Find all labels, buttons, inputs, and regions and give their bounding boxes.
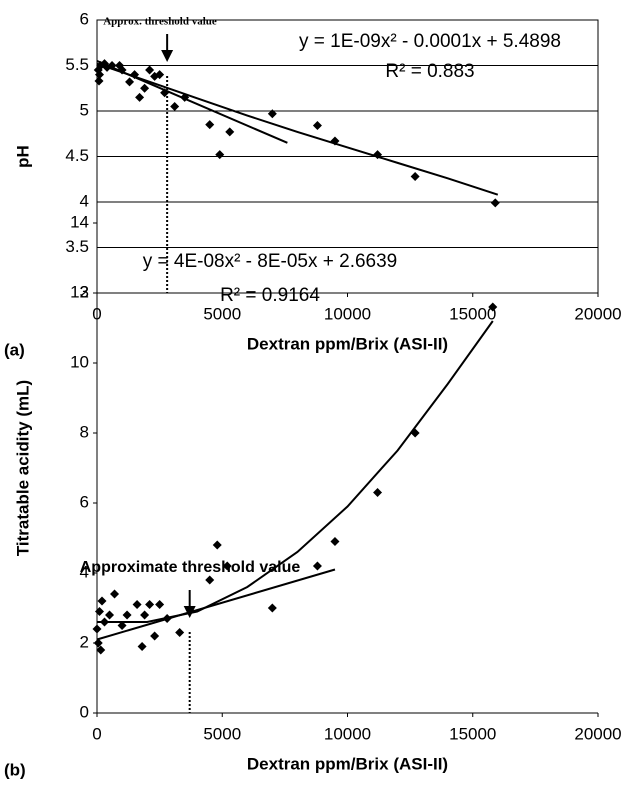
arrow-head [161, 50, 174, 62]
y-tick-label: 6 [80, 492, 89, 511]
data-point [145, 65, 155, 75]
x-tick-label: 5000 [203, 304, 241, 323]
data-point [137, 642, 147, 651]
y-tick-label: 0 [80, 702, 89, 721]
annotation: Approximate threshold value [80, 559, 301, 576]
x-tick-label: 10000 [324, 724, 371, 743]
y-tick-label: 4 [80, 191, 89, 210]
data-point [373, 488, 383, 497]
data-point [145, 600, 155, 609]
trendline [96, 60, 288, 144]
data-point [155, 600, 165, 609]
data-point [92, 624, 102, 634]
data-point [330, 136, 340, 146]
x-tick-label: 5000 [203, 724, 241, 743]
data-point [155, 70, 165, 80]
data-point [117, 621, 127, 630]
panel-label: (b) [4, 760, 26, 779]
data-point [140, 610, 150, 620]
y-tick-label: 8 [80, 422, 89, 441]
x-axis-label: Dextran ppm/Brix (ASI-II) [247, 754, 448, 773]
y-tick-label: 12 [70, 282, 89, 301]
data-point [490, 198, 500, 208]
y-tick-label: 14 [70, 212, 89, 231]
data-point [267, 109, 277, 119]
data-point [215, 150, 225, 160]
data-point [212, 540, 222, 550]
data-point [312, 121, 322, 131]
data-point [488, 302, 498, 312]
x-tick-label: 15000 [449, 304, 496, 323]
data-point [130, 70, 140, 80]
y-axis-label: pH [13, 145, 32, 168]
data-point [162, 614, 172, 623]
data-point [105, 610, 115, 620]
y-tick-label: 5 [80, 100, 89, 119]
x-tick-label: 20000 [574, 724, 621, 743]
x-tick-label: 0 [92, 724, 101, 743]
data-point [180, 92, 190, 102]
y-tick-label: 4.5 [65, 146, 89, 165]
y-tick-label: 3.5 [65, 237, 89, 256]
panel-label: (a) [4, 340, 25, 359]
plot-frame [96, 19, 599, 294]
x-tick-label: 20000 [574, 304, 621, 323]
data-point [225, 127, 235, 137]
trendline [97, 320, 494, 623]
data-point [410, 172, 420, 182]
data-point [312, 561, 322, 571]
data-point [95, 607, 105, 616]
r-squared: R² = 0.883 [385, 61, 474, 82]
data-point [94, 76, 104, 86]
data-point [267, 603, 277, 613]
data-point [95, 70, 105, 80]
x-axis-label: Dextran ppm/Brix (ASI-II) [247, 334, 448, 353]
data-point [410, 428, 420, 438]
y-tick-label: 6 [80, 9, 89, 28]
data-point [117, 65, 127, 75]
data-point [132, 600, 142, 609]
annotation: Approx. threshold value [103, 16, 217, 28]
data-point [100, 617, 110, 627]
data-point [107, 61, 117, 70]
data-point [205, 575, 215, 585]
data-point [96, 645, 106, 655]
data-point [97, 596, 107, 606]
y-tick-label: 2 [80, 632, 89, 651]
data-point [373, 150, 383, 160]
equation: y = 4E-08x² - 8E-05x + 2.6639 [143, 251, 398, 272]
arrow-head [183, 606, 196, 618]
data-point [150, 631, 160, 641]
x-tick-label: 15000 [449, 724, 496, 743]
data-point [175, 628, 185, 637]
data-point [205, 120, 215, 130]
y-tick-label: 3 [80, 282, 89, 301]
data-point [170, 101, 180, 111]
data-point [160, 88, 170, 98]
data-point [110, 589, 120, 599]
trendline [96, 568, 336, 641]
data-point [140, 83, 150, 93]
x-tick-label: 10000 [324, 304, 371, 323]
y-tick-label: 5.5 [65, 55, 89, 74]
y-tick-label: 10 [70, 352, 89, 371]
data-point [93, 638, 103, 648]
data-point [125, 77, 135, 87]
r-squared: R² = 0.9164 [220, 285, 320, 306]
data-point [330, 537, 340, 546]
equation: y = 1E-09x² - 0.0001x + 5.4898 [299, 31, 561, 52]
trendline [96, 62, 499, 196]
data-point [135, 92, 145, 102]
data-point [122, 610, 132, 620]
data-point [222, 561, 232, 571]
y-axis-label: Titratable acidity (mL) [13, 380, 32, 556]
y-tick-label: 4 [80, 562, 89, 581]
